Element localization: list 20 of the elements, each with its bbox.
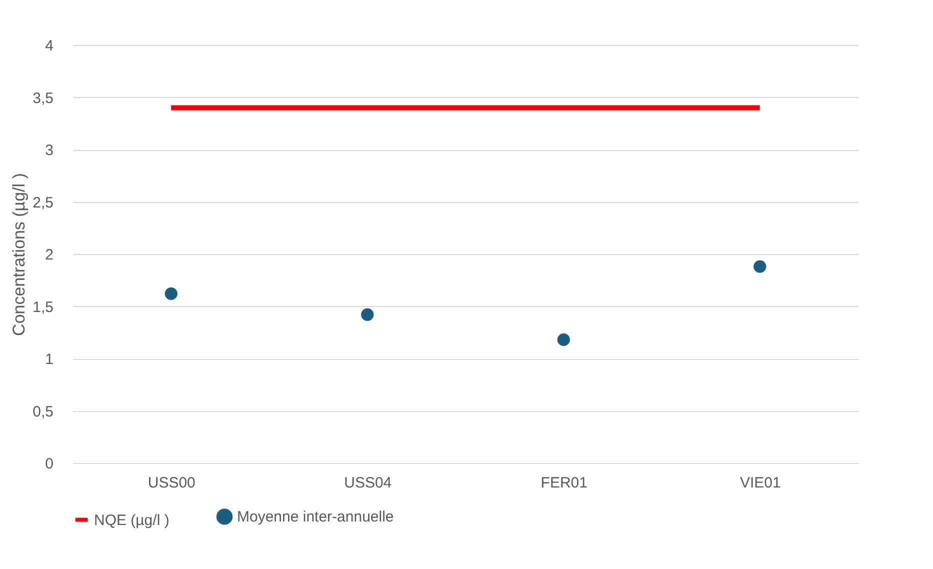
y-tick-label: 1 — [45, 351, 54, 368]
x-tick-label: USS00 — [148, 474, 196, 492]
x-tick-label: VIE01 — [740, 474, 781, 492]
y-tick-label: 2,5 — [32, 194, 54, 212]
x-tick-label: FER01 — [540, 474, 588, 492]
point — [361, 308, 374, 321]
point — [754, 260, 766, 273]
legend-label: NQE (µg/l ) — [94, 512, 170, 529]
y-tick-label: 0,5 — [32, 403, 54, 420]
y-tick-label: 1,5 — [32, 298, 54, 316]
point — [557, 333, 570, 346]
point — [164, 287, 178, 300]
y-tick-label: 4 — [45, 38, 54, 54]
y-tick-label: 3 — [45, 142, 54, 159]
y-axis-title: Concentrations (µg/l ) — [10, 173, 29, 336]
y-tick-label: 3,5 — [32, 90, 54, 107]
legend-label: Moyenne inter-annuelle — [237, 508, 394, 526]
y-tick-label: 2 — [45, 246, 54, 264]
y-tick-label: 0 — [45, 456, 54, 472]
x-tick-label: USS04 — [344, 474, 392, 492]
